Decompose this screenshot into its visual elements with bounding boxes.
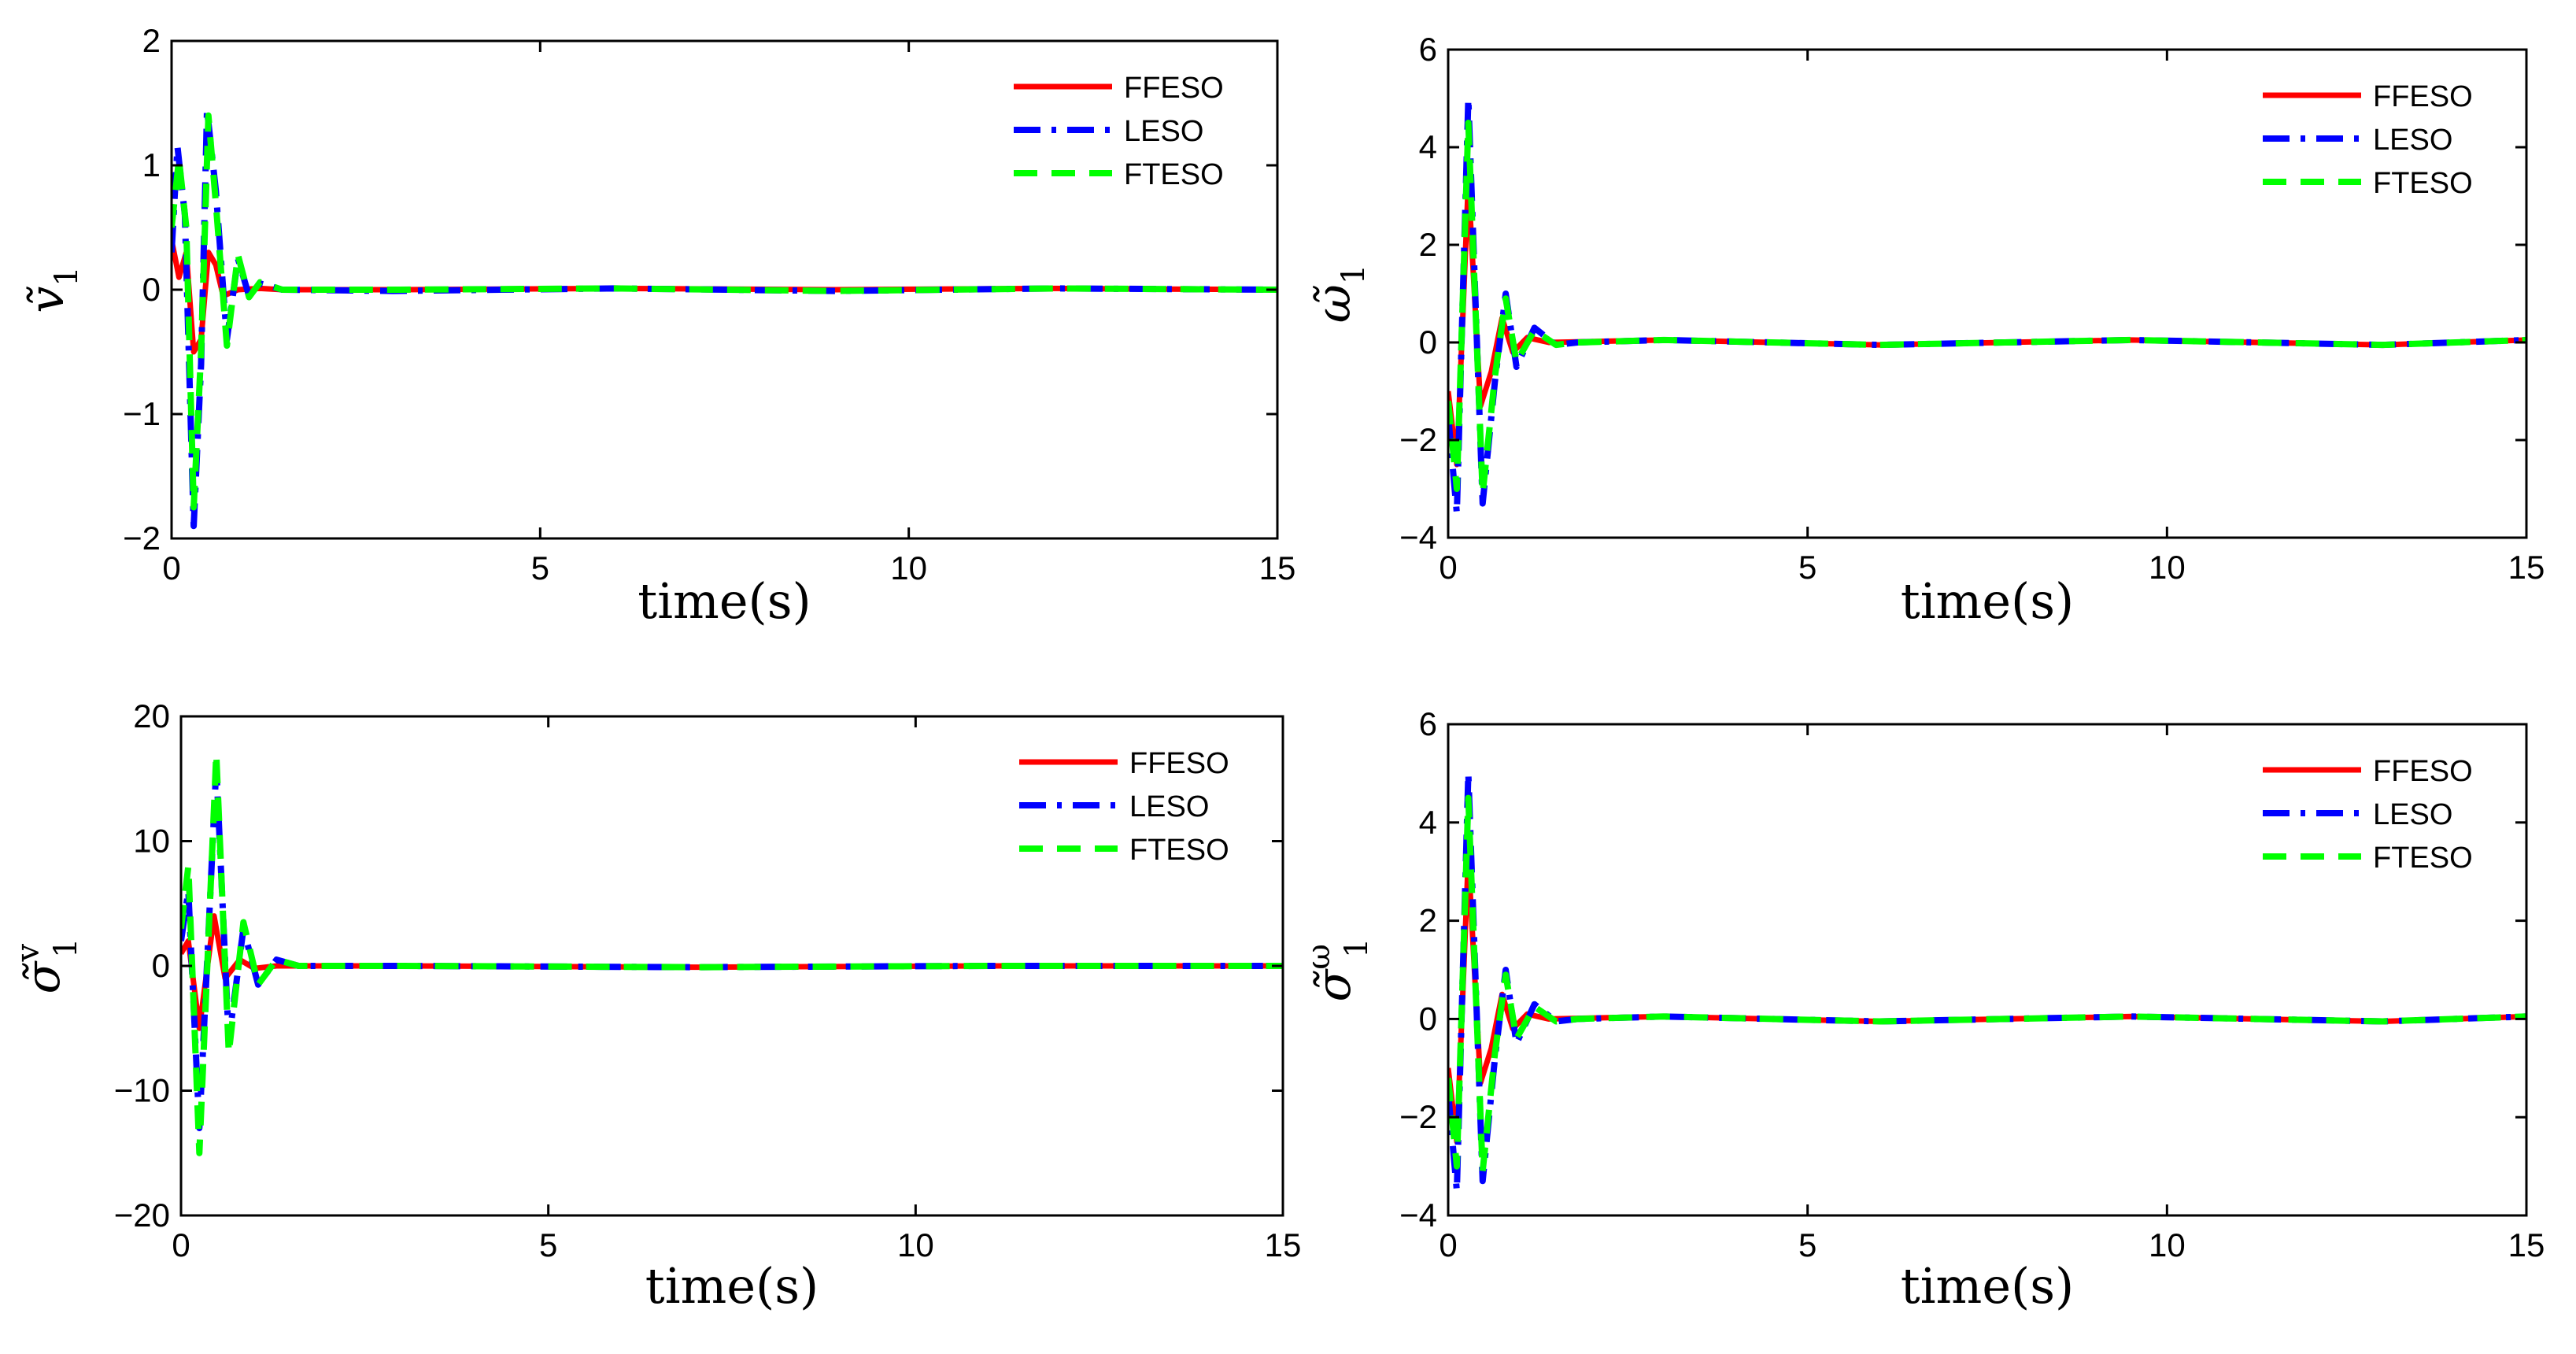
x-tick-label: 5 xyxy=(1798,549,1817,586)
x-tick-label: 15 xyxy=(1265,1226,1302,1263)
series-line-fteso xyxy=(181,750,1283,1156)
x-tick-label: 10 xyxy=(890,549,927,586)
x-tick-label: 0 xyxy=(1439,1226,1457,1263)
legend: FFESO LESO FTESO xyxy=(1003,732,1267,870)
y-tick-label: 2 xyxy=(142,22,161,59)
y-axis-subscript: 1 xyxy=(48,938,84,957)
y-tick-label: 4 xyxy=(1419,804,1437,841)
y-tick-label: 2 xyxy=(1419,226,1437,263)
legend-label-fteso: FTESO xyxy=(1124,158,1224,191)
legend: FFESO LESO FTESO xyxy=(2247,740,2511,878)
axes-frame xyxy=(1447,723,2528,1217)
y-tick-label: −20 xyxy=(114,1197,170,1234)
svg-text:σ̃v1: σ̃v1 xyxy=(10,938,84,993)
y-axis-superscript: v xyxy=(10,944,46,963)
y-tick-label: 6 xyxy=(1419,705,1437,742)
x-tick-label: 15 xyxy=(2508,1226,2545,1263)
chart-panel-sw1: 0 5 10 15 −4 −2 0 2 4 6 time(s) σ̃ω1 FFESO LESO FTESO xyxy=(1301,705,2545,1315)
legend-label-leso: LESO xyxy=(1129,790,1209,823)
x-tick-label: 10 xyxy=(2149,549,2186,586)
x-axis-title: time(s) xyxy=(1901,572,2074,630)
y-tick-label: 0 xyxy=(1419,1000,1437,1037)
y-tick-label: 10 xyxy=(133,823,170,860)
y-axis-title: ṽ1 xyxy=(20,266,85,313)
legend-label-ffeso: FFESO xyxy=(2373,80,2473,113)
svg-text:ω̃1: ω̃1 xyxy=(1306,265,1372,323)
legend-label-fteso: FTESO xyxy=(1129,834,1229,867)
series-line-ffeso xyxy=(172,239,1277,355)
series-line-fteso xyxy=(1448,120,2526,498)
x-axis-title: time(s) xyxy=(638,572,811,630)
y-axis-symbol: ṽ xyxy=(20,287,75,313)
y-tick-label: 0 xyxy=(152,947,170,984)
y-tick-label: −2 xyxy=(1399,421,1437,458)
series-line-ffeso xyxy=(181,913,1283,1031)
x-tick-label: 5 xyxy=(1798,1226,1817,1263)
legend-label-ffeso: FFESO xyxy=(1129,747,1229,780)
y-tick-label: −4 xyxy=(1399,519,1437,556)
svg-text:σ̃ω1: σ̃ω1 xyxy=(1301,938,1375,1001)
x-axis-title: time(s) xyxy=(645,1257,819,1315)
y-tick-label: 6 xyxy=(1419,31,1437,68)
x-tick-label: 10 xyxy=(2149,1226,2186,1263)
legend-label-ffeso: FFESO xyxy=(2373,755,2473,788)
y-tick-label: −2 xyxy=(1399,1098,1437,1135)
y-axis-superscript: ω xyxy=(1301,944,1337,970)
x-tick-label: 0 xyxy=(172,1226,190,1263)
y-axis-symbol: σ̃ xyxy=(16,960,71,994)
y-axis-subscript: 1 xyxy=(1336,265,1372,284)
y-axis-title: σ̃v1 xyxy=(10,938,84,993)
y-axis-symbol: σ̃ xyxy=(1306,968,1362,1002)
y-tick-label: 20 xyxy=(133,697,170,734)
y-tick-label: −1 xyxy=(123,395,161,432)
y-tick-label: 1 xyxy=(142,146,161,183)
x-tick-label: 15 xyxy=(2508,549,2545,586)
legend-label-leso: LESO xyxy=(2373,798,2452,831)
y-axis-title: σ̃ω1 xyxy=(1301,938,1375,1001)
legend-label-leso: LESO xyxy=(1124,115,1203,148)
y-tick-label: 0 xyxy=(1419,324,1437,361)
series-line-leso xyxy=(1448,95,2526,516)
y-tick-label: −4 xyxy=(1399,1197,1437,1234)
legend: FFESO LESO FTESO xyxy=(998,57,1262,194)
x-tick-label: 0 xyxy=(1439,549,1457,586)
x-tick-label: 5 xyxy=(539,1226,557,1263)
x-tick-label: 10 xyxy=(897,1226,934,1263)
y-tick-label: −10 xyxy=(114,1072,170,1109)
y-axis-subscript: 1 xyxy=(1339,938,1375,957)
axes-frame xyxy=(1447,48,2528,539)
series-line-fteso xyxy=(172,112,1277,511)
y-tick-label: 4 xyxy=(1419,128,1437,165)
y-axis-title: ω̃1 xyxy=(1306,265,1372,323)
y-tick-label: 2 xyxy=(1419,902,1437,939)
svg-text:ṽ1: ṽ1 xyxy=(20,266,85,313)
legend-label-fteso: FTESO xyxy=(2373,167,2473,200)
legend-label-leso: LESO xyxy=(2373,124,2452,157)
legend-label-fteso: FTESO xyxy=(2373,842,2473,875)
x-tick-label: 0 xyxy=(162,549,180,586)
series-line-leso xyxy=(172,105,1277,530)
y-tick-label: 0 xyxy=(142,271,161,308)
y-tick-label: −2 xyxy=(123,520,161,557)
series-line-ffeso xyxy=(1448,178,2526,468)
x-tick-label: 5 xyxy=(531,549,549,586)
legend-label-ffeso: FFESO xyxy=(1124,72,1224,105)
x-axis-title: time(s) xyxy=(1901,1257,2074,1315)
chart-panel-w1: 0 5 10 15 −4 −2 0 2 4 6 time(s) ω̃1 FFESO LESO FTESO xyxy=(1306,31,2545,630)
series-line-fteso xyxy=(1448,794,2526,1175)
x-tick-label: 15 xyxy=(1259,549,1296,586)
y-axis-symbol: ω̃ xyxy=(1306,284,1362,323)
series-line-ffeso xyxy=(1448,854,2526,1145)
legend: FFESO LESO FTESO xyxy=(2247,65,2511,203)
chart-panel-sv1: 0 5 10 15 −20 −10 0 10 20 time(s) σ̃v1 FFESO LESO FTE… xyxy=(10,697,1301,1315)
y-axis-subscript: 1 xyxy=(49,266,85,286)
